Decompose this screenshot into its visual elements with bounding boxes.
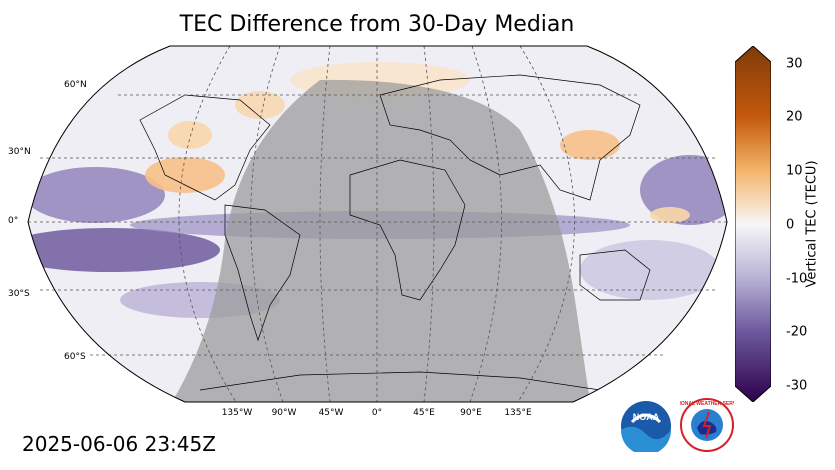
colorbar-tick: 0 [786, 217, 795, 233]
day-side-shading [172, 79, 590, 402]
svg-text:NATIONAL WEATHER SERVICE: NATIONAL WEATHER SERVICE [680, 401, 734, 407]
australia-outline [579, 249, 651, 301]
tec-anomaly-positive [650, 207, 690, 223]
lon-label-135e: 135°E [504, 408, 532, 418]
svg-text:NOAA: NOAA [633, 412, 660, 422]
map-boundary [27, 45, 728, 403]
lat-label-30s: 30°S [8, 289, 30, 299]
lon-label-0: 0° [371, 408, 383, 418]
tec-anomaly-positive [235, 91, 285, 119]
nws-logo: NATIONAL WEATHER SERVICE [680, 398, 734, 452]
colorbar-tick: 20 [786, 109, 803, 125]
tec-anomaly-positive [560, 130, 620, 160]
tec-anomaly-negative [28, 167, 165, 223]
lon-label-90e: 90°E [460, 408, 482, 418]
eurasia-outline [379, 74, 641, 201]
lat-label-60s: 60°S [64, 352, 86, 362]
lat-label-30n: 30°N [8, 147, 31, 157]
lat-label-60n: 60°N [64, 80, 87, 90]
tec-anomaly-positive [168, 121, 212, 149]
antarctica-outline [199, 371, 601, 391]
colorbar-tick: 30 [786, 56, 803, 72]
lon-label-45e: 45°E [413, 408, 435, 418]
colorbar-tick: -10 [786, 271, 808, 287]
colorbar-label: Vertical TEC (TECU) [804, 160, 820, 288]
lon-label-90w: 90°W [271, 408, 297, 418]
map-field [28, 46, 727, 402]
noaa-logo: NOAA [621, 401, 671, 452]
tec-anomaly-positive [145, 157, 225, 193]
north-america-outline [139, 94, 271, 201]
colorbar-tick: -30 [786, 378, 808, 394]
colorbar-tick: 10 [786, 163, 803, 179]
lon-label-45w: 45°W [318, 408, 344, 418]
lat-label-0: 0° [8, 216, 19, 226]
timestamp: 2025-06-06 23:45Z [22, 432, 216, 456]
chart-title: TEC Difference from 30-Day Median [179, 12, 575, 37]
south-america-outline [224, 204, 301, 342]
tec-anomaly-negative [28, 228, 220, 272]
colorbar-tick: -20 [786, 324, 808, 340]
africa-outline [349, 159, 466, 301]
lon-label-135w: 135°W [221, 408, 253, 418]
colorbar [735, 46, 771, 402]
graticule [28, 45, 727, 403]
